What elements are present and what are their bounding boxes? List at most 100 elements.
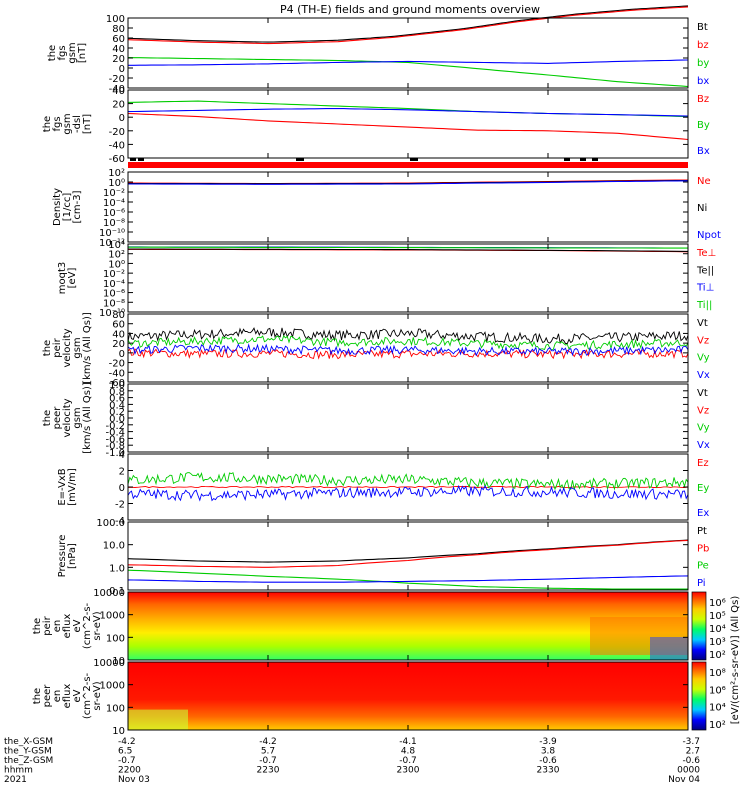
y-axis-label: sr-eV) — [92, 611, 103, 640]
panel-backgrounds — [128, 158, 688, 730]
y-tick-label: 10⁻⁶ — [103, 208, 125, 219]
y-axis-label: [km/s (All Qs)] — [82, 382, 93, 454]
y-axis-label: gsm — [72, 337, 83, 358]
y-tick-label: -40 — [109, 140, 125, 151]
legend-entry: Ex — [697, 508, 709, 519]
y-tick-label: 0 — [119, 349, 125, 360]
legend-entry: Ni — [697, 203, 707, 214]
x-row-label: the_Z-GSM — [4, 756, 53, 766]
y-tick-label: 100.0 — [96, 518, 125, 529]
y-tick-label: 4 — [119, 450, 125, 461]
panel-frame — [127, 171, 689, 243]
y-tick-label: 0.6 — [109, 394, 125, 405]
panel-frame — [127, 313, 689, 383]
legend-entry: Vy — [697, 423, 710, 434]
y-tick-label: 100 — [106, 14, 125, 25]
y-axis-label: peer — [52, 406, 63, 430]
y-tick-label: 0.2 — [109, 407, 125, 418]
y-tick-label: 20 — [112, 54, 125, 65]
legend-entry: Pb — [697, 543, 709, 554]
series-line-pi — [127, 575, 689, 583]
y-tick-label: 0 — [119, 113, 125, 124]
y-axis-label: sr-eV) — [92, 681, 103, 710]
legend-entry: Ti⊥ — [696, 283, 714, 294]
spectrogram-patch — [128, 709, 188, 730]
legend-entry: by — [697, 58, 709, 69]
series-line-pb — [127, 539, 689, 568]
y-tick-label: 10⁻² — [103, 269, 125, 280]
y-axis-label: peir — [42, 615, 53, 635]
x-row-value: -0.7 — [259, 756, 277, 766]
y-axis-label: eV — [72, 689, 83, 702]
legend-entry: bz — [697, 40, 709, 51]
x-row-value: 4.8 — [401, 747, 416, 757]
y-tick-label: -0.2 — [105, 421, 125, 432]
y-axis-label: [nPa] — [67, 543, 78, 569]
y-tick-label: 10.0 — [103, 541, 125, 552]
legend-entry: Ey — [697, 483, 709, 494]
series-line-vx — [127, 343, 689, 357]
y-tick-label: 10⁻¹² — [99, 238, 125, 249]
flag-mark — [564, 158, 570, 161]
y-tick-label: 40 — [112, 329, 125, 340]
y-axis-label: the — [32, 688, 43, 704]
colorbar-tick-label: 10⁶ — [709, 685, 726, 696]
colorbar — [691, 591, 707, 661]
y-axis-label: fgs — [52, 116, 63, 131]
colorbar-tick-label: 10⁶ — [709, 598, 726, 609]
y-tick-label: 1000 — [100, 681, 125, 692]
y-axis-label: [cm-3] — [72, 190, 83, 223]
legend-entry: Ez — [697, 458, 709, 469]
y-tick-label: 10 — [112, 656, 125, 667]
legend-entry: Bx — [697, 146, 710, 157]
spectrogram-patch — [650, 637, 688, 660]
legend-entry: Vt — [697, 388, 708, 399]
x-row-value: -4.2 — [259, 737, 277, 747]
legend-entry: Pt — [697, 526, 707, 537]
y-axis-label: [mV/m] — [67, 468, 78, 506]
y-axis-label: eflux — [62, 684, 73, 709]
y-axis-label: the — [42, 340, 53, 356]
series-line-ey — [127, 471, 689, 491]
series-line-vt — [127, 327, 689, 345]
panel-frame — [127, 89, 689, 159]
x-row-value: -3.9 — [539, 737, 557, 747]
x-row-value: -0.7 — [118, 756, 136, 766]
colorbar-tick-label: 10⁸ — [709, 668, 726, 679]
colorbar-tick-label: 10² — [709, 650, 726, 661]
y-axis-label: en — [52, 620, 63, 633]
x-row-value: 6.5 — [118, 747, 132, 757]
series-line-te — [128, 248, 689, 252]
y-tick-label: -1.0 — [105, 448, 125, 459]
y-tick-label: 2 — [119, 467, 125, 478]
legend-entry: Vx — [697, 370, 710, 381]
y-axis-label: (cm^2-s- — [82, 672, 93, 719]
y-tick-label: 10000 — [93, 658, 125, 669]
legend-entry: Ne — [697, 176, 711, 187]
y-axis-label: [km/s (All Qs)] — [82, 312, 93, 384]
y-tick-label: 0.1 — [109, 586, 125, 597]
y-axis-label: [nT] — [82, 114, 93, 134]
y-tick-label: 0.4 — [109, 400, 125, 411]
y-tick-label: 0.8 — [109, 387, 125, 398]
y-tick-label: -60 — [109, 154, 125, 165]
y-tick-label: -20 — [109, 359, 125, 370]
y-axis-label: velocity — [62, 398, 73, 437]
y-tick-label: 10⁻² — [103, 188, 125, 199]
panel-frame — [127, 521, 689, 591]
x-row-value: Nov 03 — [118, 775, 150, 785]
y-tick-label: 100 — [106, 703, 125, 714]
y-axis-label: eflux — [62, 614, 73, 639]
legend-entry: Te|| — [696, 265, 714, 276]
y-tick-label: -40 — [109, 368, 125, 379]
y-axis-label: the — [42, 410, 53, 426]
y-axis-label: Pressure — [57, 535, 68, 578]
legend: Bt bz by bx Bz By Bx Ne Ni Npot Te⊥ Te|| Ti⊥ Ti|| Vt Vz… — [696, 22, 721, 589]
panel-frame — [127, 243, 689, 313]
x-row-value: 5.7 — [261, 747, 275, 757]
y-tick-label: 80 — [112, 24, 125, 35]
y-tick-label: -20 — [109, 127, 125, 138]
y-axis-label: eV — [72, 619, 83, 632]
flag-mark — [296, 158, 304, 161]
y-tick-label: -60 — [109, 378, 125, 389]
